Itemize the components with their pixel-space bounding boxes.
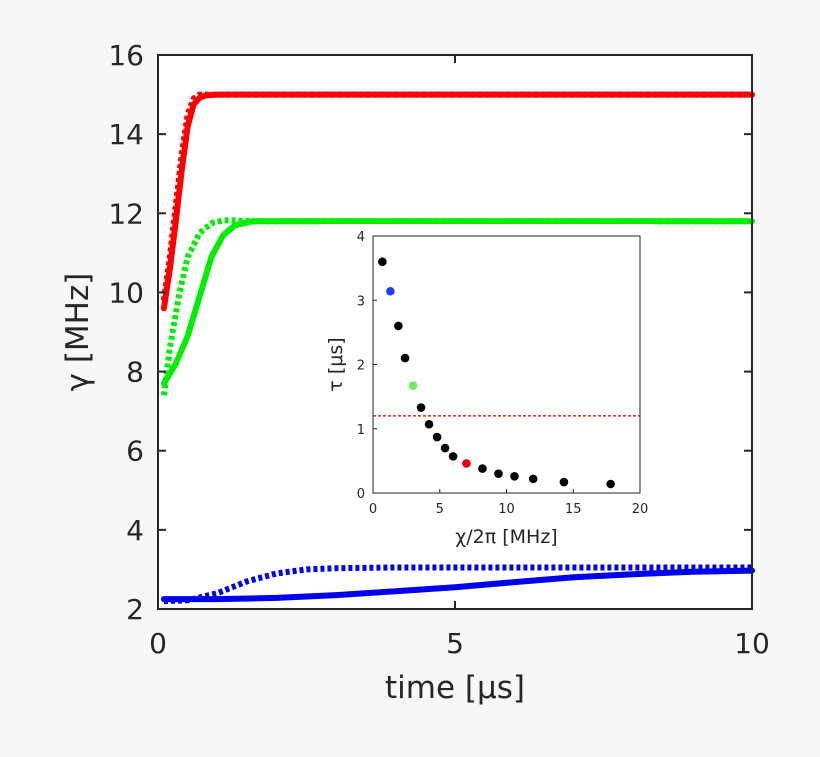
data-point-13 (510, 471, 519, 481)
data-point-4 (408, 381, 418, 391)
y-tick-label: 14 (108, 118, 144, 151)
inset-y-tick-label: 2 (357, 359, 365, 374)
data-point-0 (378, 257, 387, 267)
x-tick-label: 10 (734, 627, 770, 660)
data-point-14 (528, 474, 538, 484)
inset-x-tick-label: 20 (632, 502, 649, 517)
series-line-5 (163, 564, 752, 605)
y-tick-label: 8 (126, 356, 144, 389)
x-tick-label: 0 (149, 627, 167, 660)
y-tick-label: 16 (108, 39, 144, 72)
inset-x-tick-label: 15 (565, 502, 582, 517)
y-tick-label: 10 (108, 276, 144, 309)
y-tick-label: 2 (126, 593, 144, 626)
inset-x-tick-label: 10 (498, 502, 515, 517)
x-tick-label: 5 (446, 627, 464, 660)
inset-y-tick-label: 4 (357, 230, 365, 245)
inset-y-tick-label: 1 (357, 423, 365, 438)
inset-axes-box (372, 235, 641, 494)
data-point-6 (424, 419, 434, 429)
series-line-2 (160, 218, 755, 387)
inset-y-tick-label: 3 (357, 294, 365, 309)
inset-plot: 0 5 10 15 20 0 1 2 3 4 χ/2π [MHz] τ [μs] (318, 224, 654, 556)
data-point-1 (386, 286, 395, 296)
data-point-5 (416, 403, 426, 412)
y-tick-label: 6 (126, 435, 144, 468)
data-point-8 (440, 443, 450, 453)
data-point-15 (559, 477, 569, 487)
data-point-9 (448, 452, 458, 461)
data-point-16 (606, 479, 615, 489)
series-line-3 (160, 217, 752, 396)
series-line-0 (160, 91, 755, 312)
data-point-2 (394, 321, 403, 331)
data-point-3 (400, 353, 410, 363)
data-point-10 (462, 459, 471, 468)
inset-x-axis-label: χ/2π [MHz] (455, 526, 557, 548)
inset-x-tick-label: 0 (369, 502, 377, 517)
inset-y-tick-label: 0 (357, 487, 365, 502)
y-tick-label: 12 (108, 197, 144, 230)
inset-y-axis-label: τ [μs] (325, 337, 347, 391)
data-point-11 (478, 464, 487, 473)
data-point-7 (432, 432, 442, 442)
series-line-4 (160, 567, 755, 603)
y-tick-label: 4 (126, 514, 144, 547)
data-point-12 (494, 469, 503, 479)
x-axis-label: time [μs] (385, 670, 525, 706)
y-axis-label: γ [MHz] (60, 273, 96, 392)
inset-x-tick-label: 5 (436, 502, 444, 517)
